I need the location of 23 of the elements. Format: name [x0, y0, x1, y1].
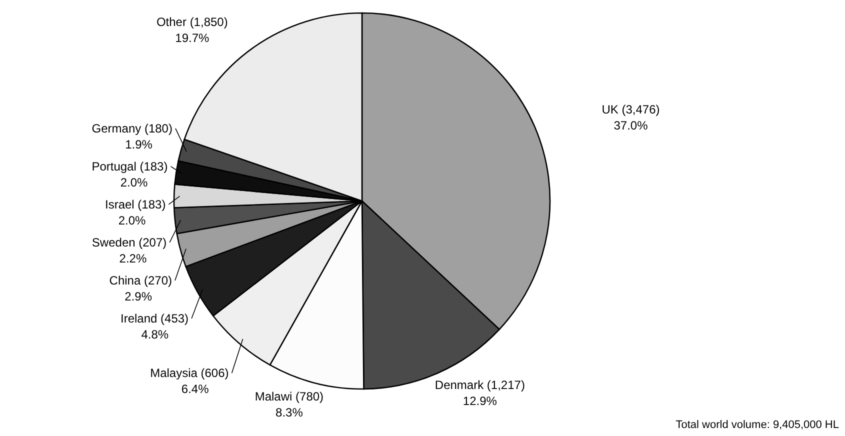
slice-label: Ireland (453) — [120, 311, 189, 326]
data-label: 8.3% — [276, 405, 304, 420]
data-label: 2.9% — [124, 289, 152, 304]
slice-label: UK (3,476) — [602, 102, 660, 116]
slice-label: Portugal (183) — [92, 159, 168, 174]
data-label: 37.0% — [614, 118, 648, 132]
slice-label: Malawi (780) — [254, 389, 324, 404]
slice-label: Sweden (207) — [92, 235, 167, 250]
slice-label: Germany (180) — [92, 121, 172, 136]
text: Total world volume: 9,405,000 HL — [676, 419, 839, 431]
data-label: 12.9% — [462, 394, 498, 408]
slice-label: Israel (183) — [105, 197, 166, 212]
slice-label: Denmark (1,217) — [434, 378, 525, 392]
data-label: 2.2% — [119, 251, 147, 266]
slice-label: China (270) — [109, 273, 172, 288]
data-label: 2.0% — [118, 213, 146, 228]
data-label: 2.0% — [120, 175, 148, 190]
data-label: 4.8% — [141, 327, 169, 342]
slice-label: Malaysia (606) — [150, 366, 229, 380]
slice-label: Other (1,850) — [156, 14, 228, 29]
data-label: 6.4% — [181, 382, 210, 396]
data-label: 1.9% — [125, 137, 153, 152]
data-label: 19.7% — [175, 30, 210, 45]
